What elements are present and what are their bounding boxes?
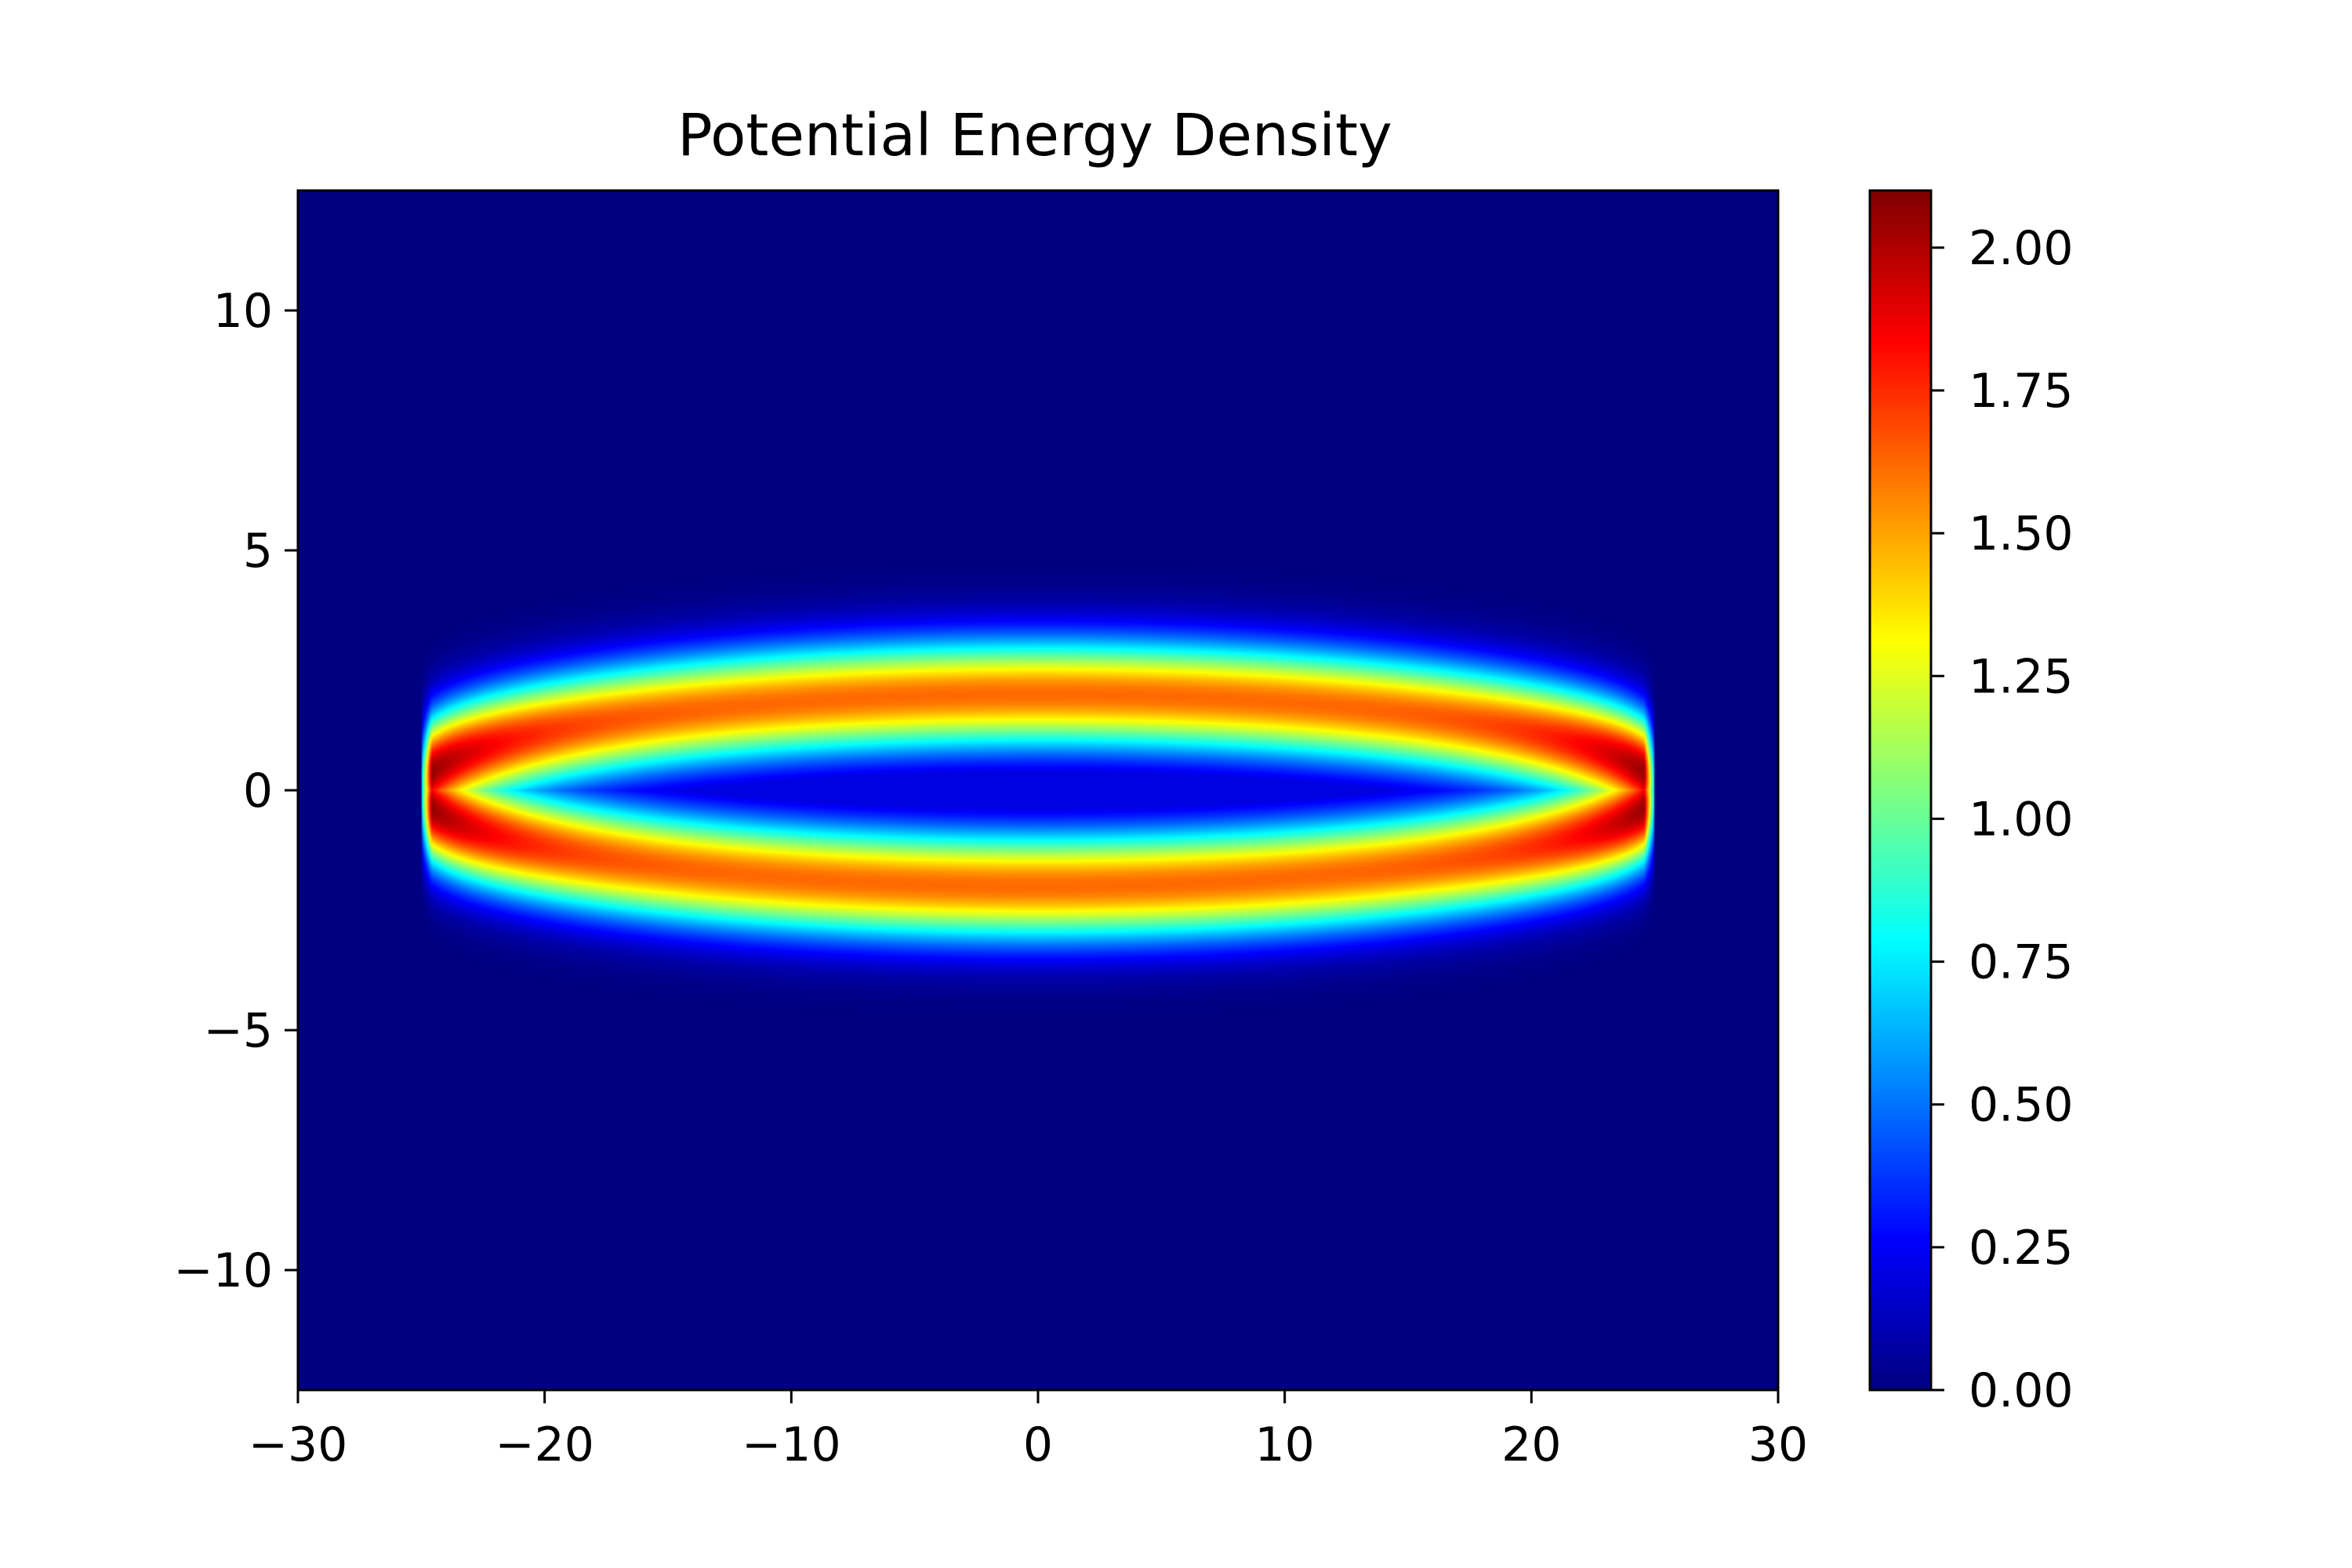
colorbar-tick-label: 0.25 [1969, 1221, 2074, 1276]
y-tick-label: 5 [243, 524, 273, 579]
chart-title: Potential Energy Density [677, 102, 1392, 169]
colorbar-tick-label: 0.75 [1969, 935, 2074, 990]
x-tick-label: 10 [1254, 1417, 1314, 1472]
x-tick-label: −10 [742, 1417, 841, 1472]
y-tick-label: −5 [204, 1004, 273, 1058]
colorbar-frame [1868, 189, 1933, 1392]
y-tick-label: 0 [243, 764, 273, 818]
y-axis: −10 −5 0 5 10 [173, 284, 298, 1298]
x-axis: −30 −20 −10 0 10 20 30 [249, 1390, 1808, 1472]
colorbar-tick-label: 0.00 [1969, 1363, 2074, 1418]
colorbar-axis: 0.00 0.25 0.50 0.75 1.00 1.25 1.50 1.75 2.00 [1931, 221, 2074, 1418]
colorbar-area [1870, 191, 1931, 1390]
x-tick-label: −30 [249, 1417, 348, 1472]
heatmap-image [298, 191, 1778, 1390]
colorbar-gradient [1870, 191, 1931, 1390]
x-tick-label: 0 [1023, 1417, 1053, 1472]
x-tick-label: 20 [1501, 1417, 1561, 1472]
colorbar-tick-label: 2.00 [1969, 221, 2074, 276]
heatmap-plot-area [298, 191, 1778, 1390]
y-tick-label: 10 [213, 284, 273, 339]
colorbar-tick-label: 0.50 [1969, 1078, 2074, 1133]
x-tick-label: −20 [495, 1417, 594, 1472]
y-tick-label: −10 [173, 1243, 273, 1298]
x-tick-label: 30 [1748, 1417, 1808, 1472]
colorbar-tick-label: 1.50 [1969, 506, 2074, 561]
colorbar-tick-label: 1.00 [1969, 792, 2074, 847]
colorbar-tick-label: 1.75 [1969, 364, 2074, 419]
colorbar-tick-label: 1.25 [1969, 649, 2074, 704]
